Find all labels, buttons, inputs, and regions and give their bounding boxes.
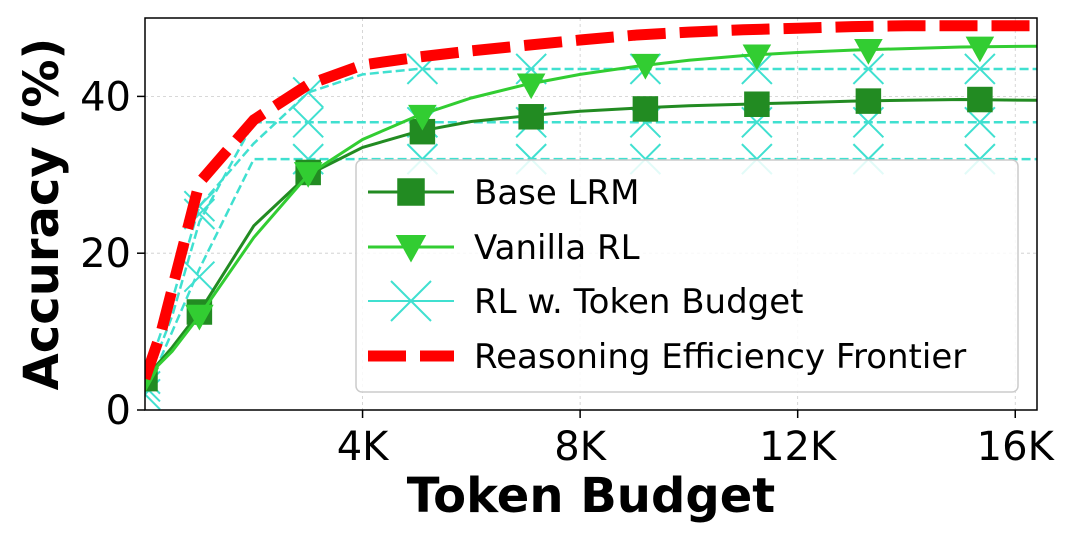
triangle-marker <box>742 44 772 71</box>
triangle-marker <box>854 38 883 65</box>
x-tick-label: 4K <box>337 424 390 470</box>
legend-label: Vanilla RL <box>474 228 640 268</box>
triangle-marker <box>408 104 437 131</box>
x-tick-label: 12K <box>759 424 838 470</box>
frontier-line <box>145 20 1037 381</box>
legend: Base LRM Vanilla RL RL w. Token Budget Reas… <box>355 159 1019 393</box>
x-tick-label: 16K <box>977 424 1056 470</box>
x-marker <box>292 106 324 138</box>
square-marker <box>518 104 544 130</box>
x-marker <box>964 53 996 85</box>
legend-label: Reasoning Efficiency Frontier <box>474 337 966 377</box>
y-tick-label: 0 <box>106 388 131 434</box>
square-marker <box>632 96 659 122</box>
x-marker <box>183 261 216 293</box>
token-budget-line <box>145 67 1037 380</box>
x-marker <box>292 76 324 109</box>
triangle-marker <box>293 162 323 188</box>
y-axis-title: Accuracy (%) <box>14 38 70 391</box>
y-tick-label: 40 <box>80 74 131 120</box>
legend-item: Base LRM <box>368 173 640 213</box>
series-base-lrm <box>145 86 1037 392</box>
series-reasoning-efficiency-frontier <box>145 20 1037 381</box>
y-tick-label: 20 <box>80 231 131 277</box>
triangle-marker <box>185 304 214 331</box>
triangle-marker <box>395 235 427 263</box>
legend-item: Reasoning Efficiency Frontier <box>368 337 966 377</box>
axis-ticks: 4K 8K 12K 16K 0 20 40 <box>80 74 1055 470</box>
plot-content <box>145 20 1037 410</box>
series-lines <box>145 20 1037 410</box>
plot-area-frame <box>144 17 1038 411</box>
legend-box <box>355 159 1019 393</box>
legend-item: RL w. Token Budget <box>368 280 804 322</box>
x-marker <box>852 53 885 85</box>
token-budget-line <box>145 121 1037 387</box>
x-marker <box>390 280 432 322</box>
legend-label: Base LRM <box>474 173 640 213</box>
triangle-marker <box>965 36 995 63</box>
triangle-marker <box>516 73 546 100</box>
x-axis-title: Token Budget <box>407 468 775 524</box>
legend-items: Base LRM Vanilla RL RL w. Token Budget Reas… <box>368 173 966 377</box>
series-vanilla-rl <box>145 36 1037 394</box>
square-marker <box>855 88 882 114</box>
square-marker <box>744 91 770 117</box>
legend-label: RL w. Token Budget <box>474 282 804 322</box>
x-tick-label: 8K <box>554 424 607 470</box>
square-marker <box>397 178 425 206</box>
legend-item: Vanilla RL <box>368 228 640 268</box>
square-marker <box>967 86 993 113</box>
triangle-marker <box>631 53 660 80</box>
token-budget-line <box>145 157 1037 395</box>
